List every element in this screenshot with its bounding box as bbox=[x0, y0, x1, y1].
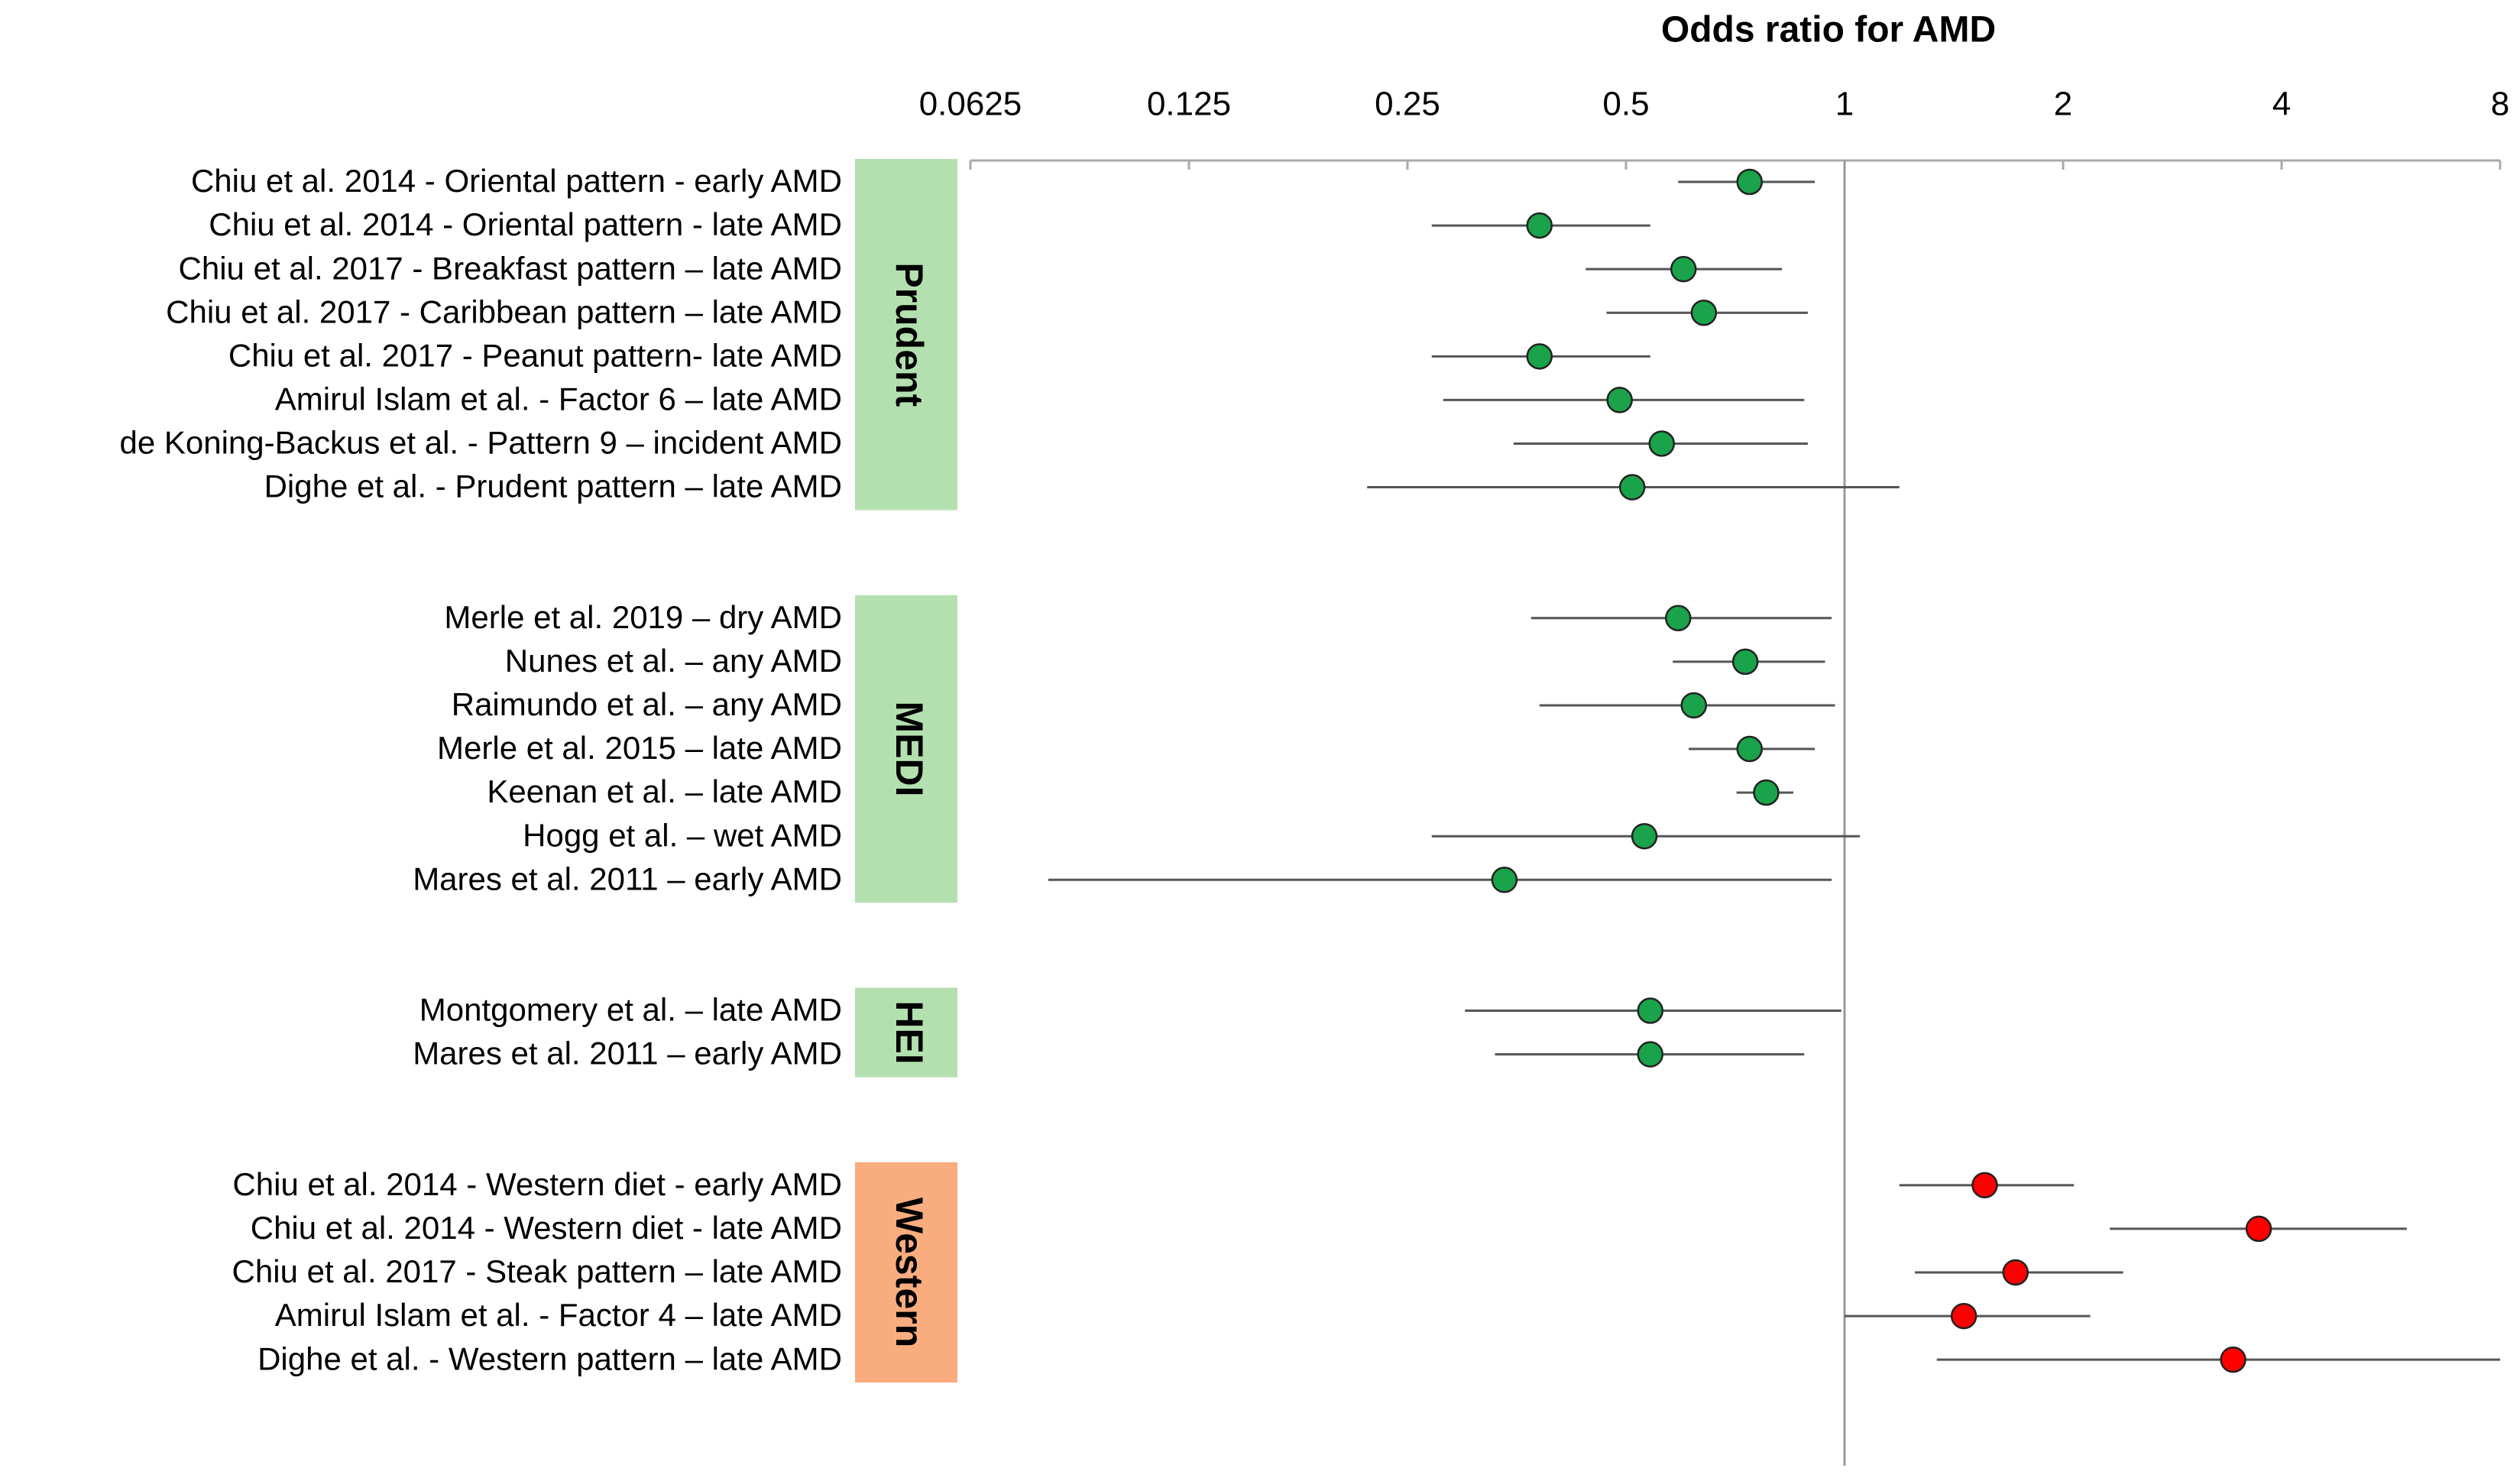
group-box bbox=[855, 1162, 957, 1383]
point-estimate bbox=[1736, 735, 1764, 763]
point-estimate bbox=[1753, 779, 1780, 806]
chart-title: Odds ratio for AMD bbox=[1661, 10, 1996, 50]
row-label: de Koning-Backus et al. - Pattern 9 – in… bbox=[119, 425, 842, 461]
x-tick-label: 1 bbox=[1835, 86, 1854, 123]
point-estimate bbox=[1648, 430, 1676, 457]
point-estimate bbox=[1731, 648, 1759, 676]
x-tick-label: 0.25 bbox=[1375, 86, 1440, 123]
point-estimate bbox=[1526, 212, 1553, 239]
point-estimate bbox=[1606, 387, 1633, 413]
point-estimate bbox=[2245, 1215, 2272, 1243]
x-tick-label: 0.125 bbox=[1147, 86, 1231, 123]
x-tick-label: 4 bbox=[2272, 86, 2291, 123]
row-label: Merle et al. 2019 – dry AMD bbox=[444, 599, 842, 635]
row-label: Amirul Islam et al. - Factor 6 – late AM… bbox=[275, 381, 842, 416]
row-label: Montgomery et al. – late AMD bbox=[419, 992, 842, 1028]
row-label: Dighe et al. - Western pattern – late AM… bbox=[258, 1340, 842, 1376]
x-tick-label: 2 bbox=[2054, 86, 2072, 123]
point-estimate bbox=[2002, 1259, 2029, 1286]
point-estimate bbox=[1950, 1302, 1977, 1330]
x-tick-label: 0.0625 bbox=[919, 86, 1022, 123]
row-label: Chiu et al. 2017 - Steak pattern – late … bbox=[232, 1253, 842, 1289]
row-label: Chiu et al. 2014 - Western diet - late A… bbox=[251, 1210, 842, 1246]
point-estimate bbox=[1690, 299, 1718, 326]
row-label: Raimundo et al. – any AMD bbox=[452, 686, 842, 722]
group-box bbox=[855, 987, 957, 1078]
row-label: Chiu et al. 2014 - Western diet - early … bbox=[232, 1166, 842, 1202]
point-estimate bbox=[1665, 604, 1692, 632]
row-label: Nunes et al. – any AMD bbox=[505, 643, 842, 679]
row-label: Chiu et al. 2014 - Oriental pattern - la… bbox=[209, 206, 842, 242]
row-label: Keenan et al. – late AMD bbox=[487, 773, 842, 809]
row-label: Chiu et al. 2017 - Caribbean pattern – l… bbox=[166, 293, 842, 329]
point-estimate bbox=[2220, 1346, 2246, 1373]
group-box bbox=[855, 159, 957, 510]
point-estimate bbox=[1736, 168, 1764, 196]
group-label: MEDI bbox=[888, 702, 931, 797]
point-estimate bbox=[1637, 1041, 1664, 1068]
point-estimate bbox=[1618, 474, 1646, 501]
group-label: HEI bbox=[888, 1000, 931, 1064]
row-label: Mares et al. 2011 – early AMD bbox=[413, 1036, 842, 1071]
row-label: Chiu et al. 2014 - Oriental pattern - ea… bbox=[191, 163, 842, 199]
row-label: Hogg et al. – wet AMD bbox=[523, 817, 842, 853]
x-tick-label: 8 bbox=[2491, 86, 2509, 123]
point-estimate bbox=[1680, 692, 1708, 719]
group-label: Western bbox=[888, 1198, 931, 1347]
point-estimate bbox=[1971, 1172, 1998, 1199]
point-estimate bbox=[1637, 997, 1664, 1024]
group-label: Prudent bbox=[888, 262, 931, 407]
row-label: Dighe et al. - Prudent pattern – late AM… bbox=[264, 468, 842, 504]
point-estimate bbox=[1670, 255, 1697, 283]
x-tick-label: 0.5 bbox=[1602, 86, 1649, 123]
row-label: Mares et al. 2011 – early AMD bbox=[413, 861, 842, 896]
row-label: Amirul Islam et al. - Factor 4 – late AM… bbox=[275, 1297, 842, 1333]
row-label: Merle et al. 2015 – late AMD bbox=[437, 730, 842, 766]
group-box bbox=[855, 595, 957, 903]
point-estimate bbox=[1631, 822, 1658, 850]
row-label: Chiu et al. 2017 - Breakfast pattern – l… bbox=[179, 250, 842, 286]
point-estimate bbox=[1526, 343, 1553, 370]
row-label: Chiu et al. 2017 - Peanut pattern- late … bbox=[228, 337, 842, 373]
point-estimate bbox=[1491, 867, 1518, 893]
